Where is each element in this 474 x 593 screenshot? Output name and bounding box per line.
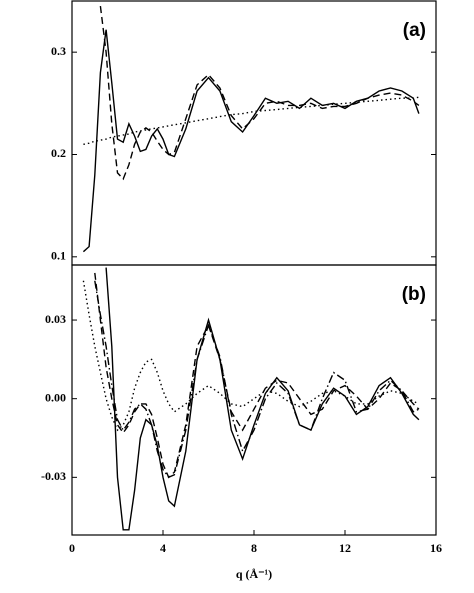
panel-label: (b): [402, 284, 426, 305]
x-tick-label: 8: [251, 541, 257, 555]
x-tick-label: 4: [160, 541, 166, 555]
series-line: [82, 280, 420, 432]
series-line: [82, 29, 420, 253]
plot-frame: [71, 264, 437, 536]
x-tick-label: 0: [69, 541, 75, 555]
y-tick-label: 0.2: [51, 146, 66, 160]
y-tick-label: 0.03: [45, 312, 66, 326]
x-tick-label: 12: [339, 541, 351, 555]
series-line: [94, 272, 420, 479]
y-tick-label: -0.03: [41, 469, 66, 483]
y-tick-label: 0.3: [51, 44, 66, 58]
y-tick-label: 0.00: [45, 390, 66, 404]
x-tick-label: 16: [430, 541, 442, 555]
series-line: [105, 267, 420, 531]
x-axis-label: q (Å⁻¹): [236, 567, 272, 581]
series-line: [83, 96, 420, 145]
panel-label: (a): [403, 20, 426, 41]
y-tick-label: 0.1: [51, 249, 66, 263]
series-line: [94, 280, 420, 479]
series-line: [99, 6, 420, 181]
